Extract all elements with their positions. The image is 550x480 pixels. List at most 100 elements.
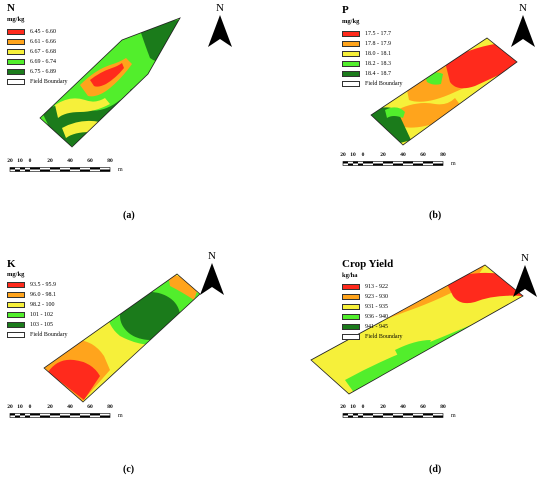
legend-item: 18.2 - 18.3 (342, 59, 403, 69)
legend-label: 98.2 - 100 (30, 302, 55, 308)
legend-item: 6.61 - 6.66 (7, 37, 68, 47)
legend-item: 18.4 - 18.7 (342, 69, 403, 79)
legend-label: 6.45 - 6.60 (30, 29, 56, 35)
zone-p-red (445, 44, 517, 89)
scale-tick-label: 60 (87, 404, 93, 410)
scale-unit: m (451, 413, 456, 419)
scale-tick-label: 40 (67, 158, 73, 164)
scale-labels: 20 10 0 20 40 60 80 (7, 158, 128, 167)
north-arrow: N (513, 252, 537, 298)
scale-labels: 20 10 0 20 40 60 80 (340, 404, 461, 413)
legend-item: 101 - 102 (7, 310, 68, 320)
north-arrow-icon (208, 15, 232, 47)
legend-swatch (7, 39, 25, 45)
legend-item: 93.5 - 95.9 (7, 280, 68, 290)
legend-swatch (7, 69, 25, 75)
north-arrow: N (200, 250, 224, 296)
legend-label: 913 - 922 (365, 284, 388, 290)
scale-tick-label: 40 (400, 404, 406, 410)
legend-swatch (7, 29, 25, 35)
legend-item: 17.5 - 17.7 (342, 29, 403, 39)
scale-tick-label: 80 (440, 152, 446, 158)
map-title: K (7, 258, 16, 270)
scale-tick-label: 20 (380, 152, 386, 158)
legend: 6.45 - 6.60 6.61 - 6.66 6.67 - 6.68 6.69… (7, 27, 68, 87)
panel-caption: (b) (429, 210, 442, 221)
legend: 93.5 - 95.9 96.0 - 98.1 98.2 - 100 101 -… (7, 280, 68, 340)
legend-item: 103 - 105 (7, 320, 68, 330)
field-map-k (43, 273, 201, 403)
legend-item: 18.0 - 18.1 (342, 49, 403, 59)
scale-bar: 20 10 0 20 40 60 80 m (7, 158, 128, 180)
panel-yield: Crop Yield kg/ha 913 - 922 923 - 930 931… (275, 240, 550, 480)
legend-label: 103 - 105 (30, 322, 53, 328)
scale-tick-label: 0 (361, 404, 365, 410)
scale-tick-label: 20 (380, 404, 386, 410)
zone-k-dark (120, 292, 180, 340)
scale-unit: m (118, 167, 123, 173)
legend-item: 923 - 930 (342, 292, 403, 302)
field-map-yield (310, 264, 524, 395)
field-map-p (370, 37, 518, 146)
map-title: N (7, 2, 15, 14)
field-boundary-p (370, 37, 518, 146)
field-map-n (39, 17, 181, 148)
legend-label: 96.0 - 98.1 (30, 292, 56, 298)
field-boundary-k (43, 273, 201, 403)
legend-swatch (7, 302, 25, 308)
map-title: Crop Yield (342, 258, 394, 270)
scale-labels: 20 10 0 20 40 60 80 (340, 152, 461, 161)
zone-k-orange-top (168, 274, 198, 300)
legend-swatch (7, 312, 25, 318)
legend-label: 17.5 - 17.7 (365, 31, 391, 37)
legend-item: Field Boundary (7, 330, 68, 340)
legend-label: 18.4 - 18.7 (365, 71, 391, 77)
scale-bar-graphic (9, 413, 111, 418)
scale-tick-label: 0 (361, 152, 365, 158)
legend-label: 17.8 - 17.9 (365, 41, 391, 47)
scale-tick-label: 20 (7, 404, 13, 410)
zone-p-green (385, 107, 405, 118)
legend: 17.5 - 17.7 17.8 - 17.9 18.0 - 18.1 18.2… (342, 29, 403, 89)
legend-label: 93.5 - 95.9 (30, 282, 56, 288)
scale-tick-label: 60 (420, 404, 426, 410)
zone-k-red (48, 359, 100, 400)
north-label: N (521, 252, 529, 264)
zone-p-orange-low (393, 98, 461, 128)
legend-label: 923 - 930 (365, 294, 388, 300)
map-unit: mg/kg (7, 16, 25, 23)
scale-tick-label: 80 (107, 158, 113, 164)
panel-n: N mg/kg 6.45 - 6.60 6.61 - 6.66 6.67 - 6… (0, 0, 275, 240)
map-unit: mg/kg (342, 18, 360, 25)
scale-tick-label: 10 (17, 404, 23, 410)
legend-label: 6.75 - 6.89 (30, 69, 56, 75)
legend-swatch (7, 59, 25, 65)
legend-swatch (7, 79, 25, 85)
legend-item: 913 - 922 (342, 282, 403, 292)
panel-caption: (a) (123, 210, 135, 221)
legend-label: 941 - 945 (365, 324, 388, 330)
legend-swatch (342, 324, 360, 330)
north-arrow-icon (200, 263, 224, 295)
scale-tick-label: 20 (340, 404, 346, 410)
scale-tick-label: 10 (17, 158, 23, 164)
legend-label: 6.67 - 6.68 (30, 49, 56, 55)
scale-bar-graphic (9, 167, 111, 172)
scale-labels: 20 10 0 20 40 60 80 (7, 404, 128, 413)
north-label: N (216, 2, 224, 14)
legend-swatch (342, 61, 360, 67)
legend-swatch (342, 284, 360, 290)
panel-caption: (c) (123, 464, 135, 475)
scale-bar: 20 10 0 20 40 60 80 m (340, 152, 461, 174)
legend-swatch (342, 294, 360, 300)
field-boundary-yield (310, 264, 524, 395)
scale-tick-label: 20 (47, 158, 53, 164)
legend-label: 101 - 102 (30, 312, 53, 318)
legend-swatch (342, 41, 360, 47)
legend-swatch (7, 332, 25, 338)
legend-label: 6.69 - 6.74 (30, 59, 56, 65)
legend-swatch (7, 49, 25, 55)
scale-tick-label: 60 (420, 152, 426, 158)
map-title: P (342, 4, 349, 16)
scale-tick-label: 40 (400, 152, 406, 158)
